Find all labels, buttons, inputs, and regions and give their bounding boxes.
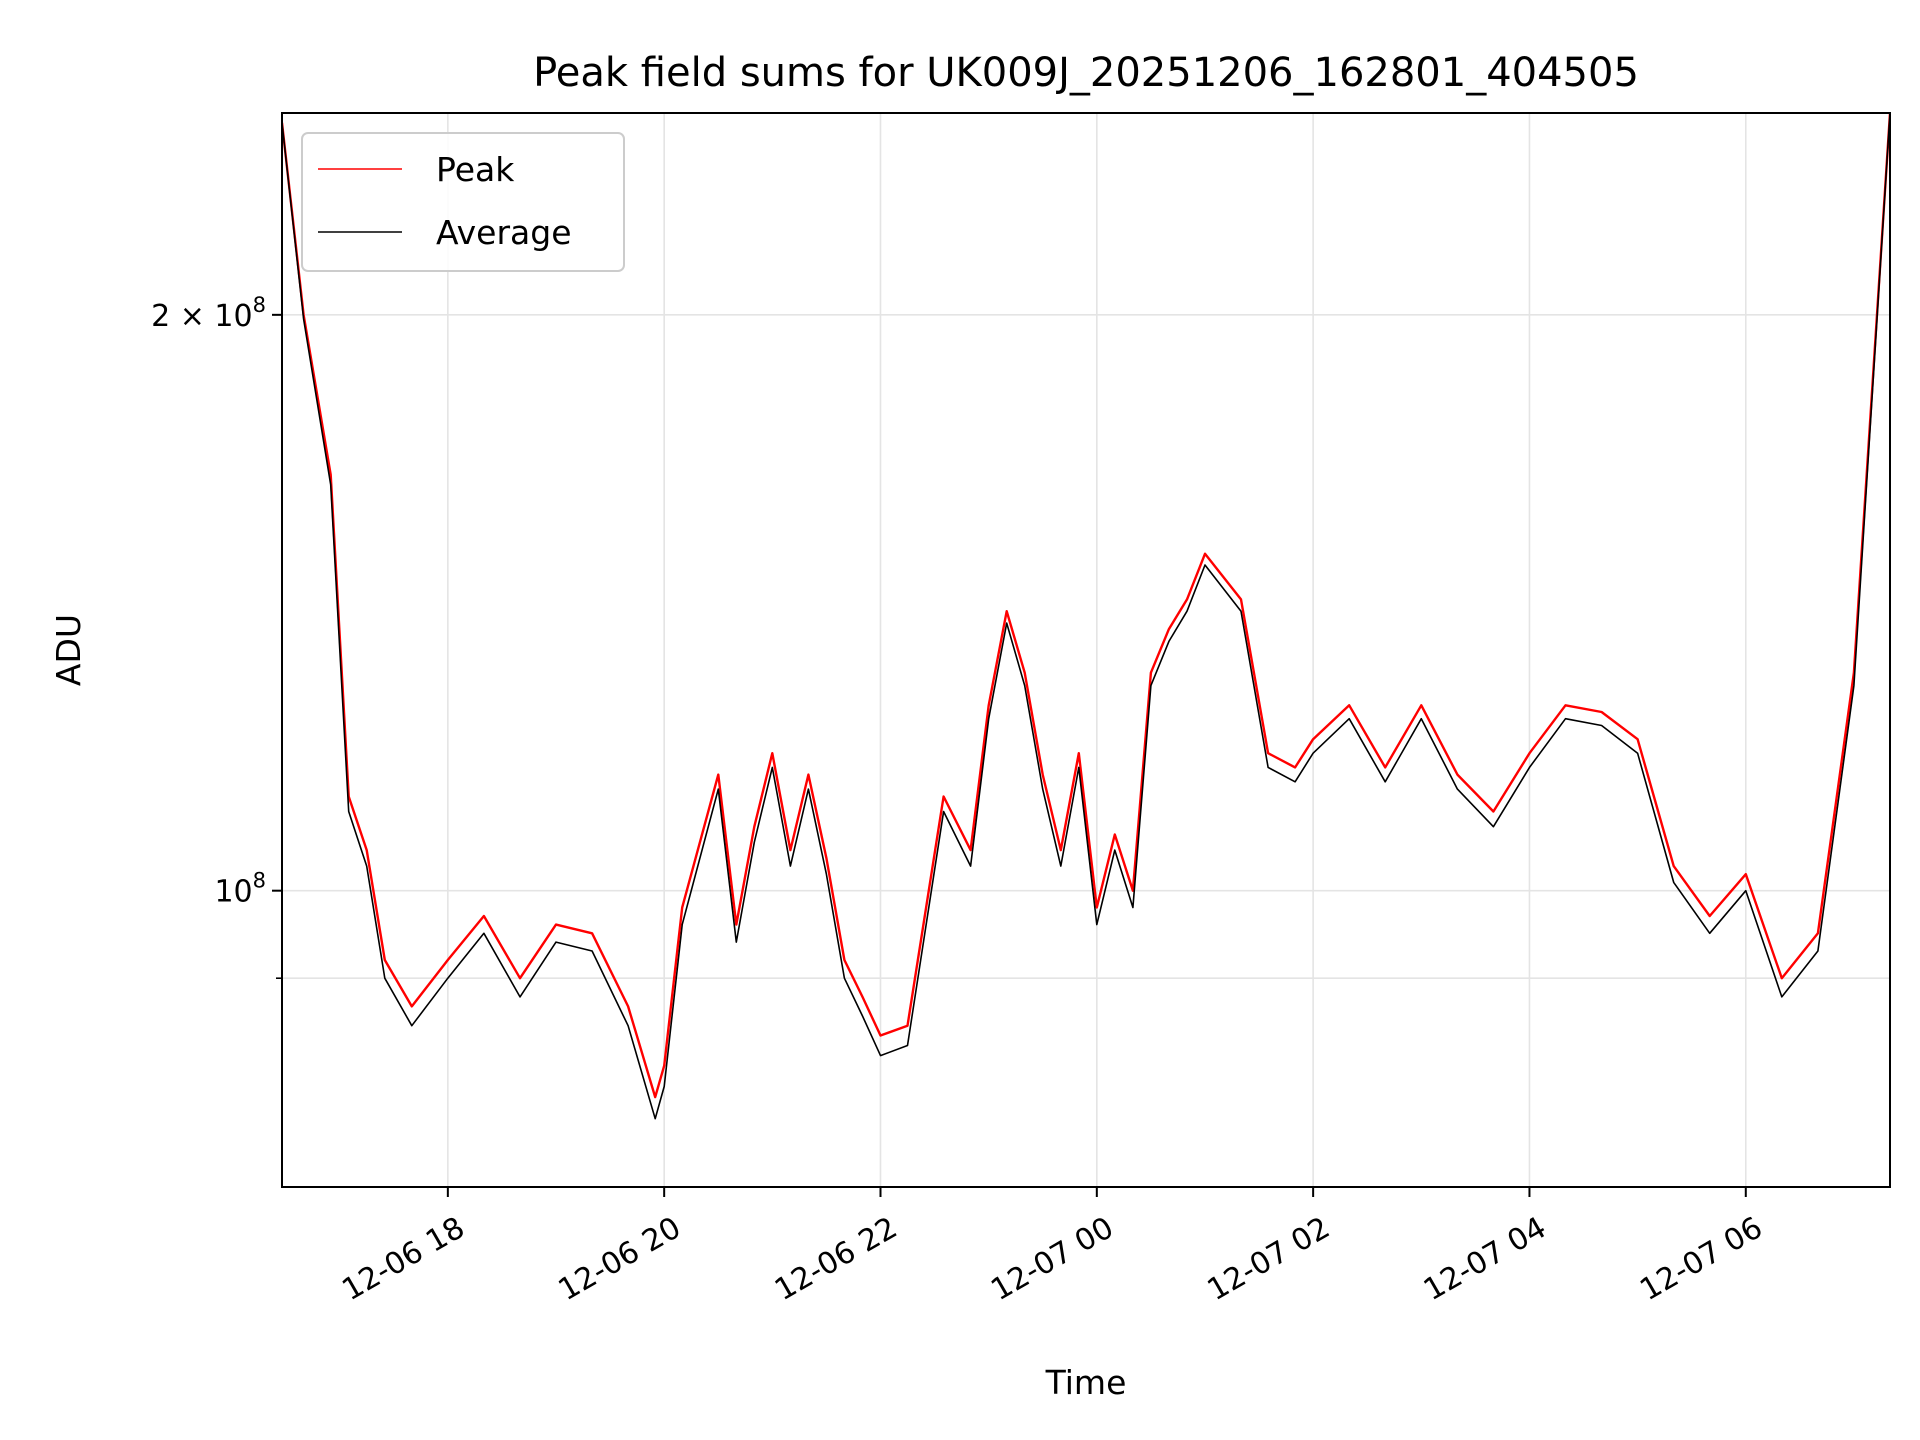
series-lines — [282, 113, 1890, 1120]
y-tick-label: 108 — [214, 869, 266, 910]
legend: Peak Average — [301, 132, 625, 272]
series-line-average — [282, 113, 1890, 1120]
y-tick-label: 2 × 108 — [151, 293, 266, 334]
legend-label-peak: Peak — [436, 150, 515, 189]
x-axis-title: Time — [1045, 1363, 1127, 1402]
y-axis-title: ADU — [49, 614, 88, 686]
series-line-peak — [282, 113, 1890, 1099]
legend-label-average: Average — [436, 213, 572, 252]
legend-box — [301, 132, 625, 272]
chart-title: Peak field sums for UK009J_20251206_1628… — [533, 50, 1639, 96]
y-axis: 108 2 × 108 — [151, 293, 282, 980]
grid — [282, 113, 1890, 1187]
plot-frame — [281, 112, 1891, 1188]
